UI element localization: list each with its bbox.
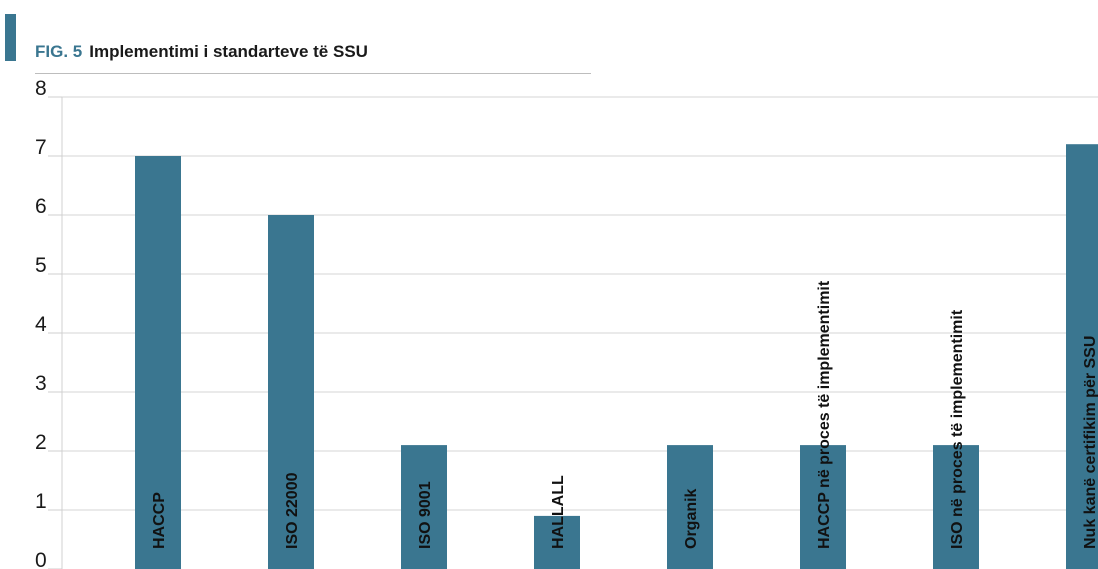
bar (667, 445, 713, 569)
figure-label: FIG. 5 (35, 42, 83, 61)
bar (800, 445, 846, 569)
y-tick-label: 5 (35, 254, 47, 277)
bar (933, 445, 979, 569)
y-tick-label: 0 (35, 549, 47, 569)
bar-category-label: HACCP (151, 492, 168, 549)
bar-category-label: Nuk kanë certifikim për SSU (1082, 336, 1098, 549)
accent-bar (5, 14, 16, 61)
bar (534, 515, 580, 569)
bar-category-label: ISO 22000 (284, 472, 301, 549)
bar-category-label: ISO në proces të implementimit (949, 309, 966, 549)
y-tick-label: 1 (35, 490, 47, 513)
bar (1066, 144, 1098, 569)
bar (401, 445, 447, 569)
y-axis: 0 1 2 3 4 5 6 7 8 (35, 77, 63, 569)
grid-lines (62, 96, 1098, 511)
bar (135, 156, 181, 569)
y-tick-label: 6 (35, 195, 47, 218)
y-tick-label: 7 (35, 136, 47, 159)
chart-title: Implementimi i standarteve të SSU (89, 42, 368, 61)
y-tick-label: 4 (35, 313, 47, 336)
y-tick-label: 2 (35, 431, 47, 454)
figure-title-row: FIG. 5 Implementimi i standarteve të SSU (35, 42, 368, 62)
bars (135, 144, 1098, 569)
y-tick-label: 3 (35, 372, 47, 395)
bar-category-label: ISO 9001 (417, 481, 434, 549)
bar-category-label: HACCP në proces të implementimit (816, 280, 833, 549)
title-underline (35, 73, 591, 74)
bar-labels: HACCP ISO 22000 ISO 9001 HALLALL Organik HACC… (151, 280, 1098, 549)
y-tick-label: 8 (35, 77, 47, 100)
bar-category-label: Organik (683, 488, 700, 549)
bar (268, 215, 314, 569)
bar-category-label: HALLALL (550, 475, 567, 549)
